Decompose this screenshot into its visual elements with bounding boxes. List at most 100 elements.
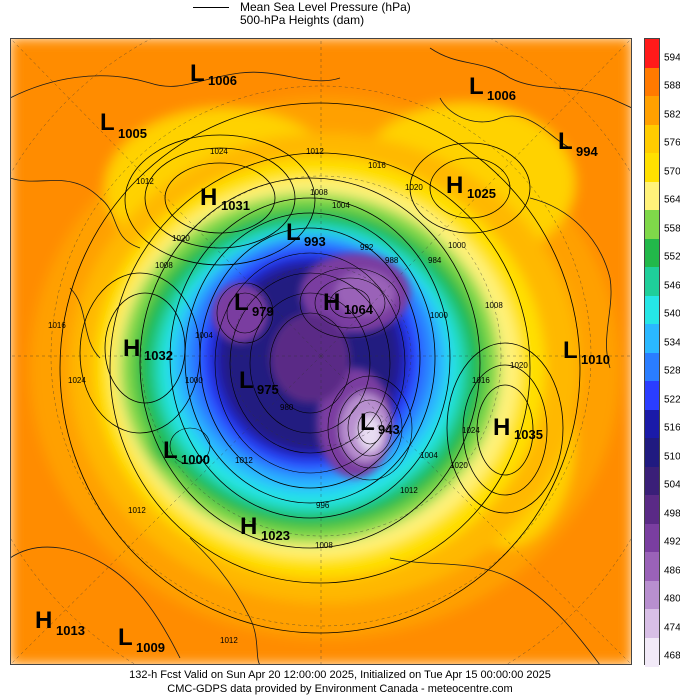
colorbar-tick-label: 474: [664, 622, 680, 634]
svg-text:L: L: [286, 219, 301, 246]
low-center: L 1009: [118, 624, 165, 655]
isobar-label: 1004: [420, 451, 438, 460]
isobar-label: 1024: [462, 426, 480, 435]
colorbar-tick-label: 480: [664, 593, 680, 605]
high-center: H 1025: [446, 172, 496, 201]
svg-text:943: 943: [378, 422, 400, 437]
svg-text:993: 993: [304, 234, 326, 249]
low-center: L 1006: [469, 73, 516, 103]
svg-text:H: H: [123, 335, 140, 362]
low-center: L 1010: [563, 337, 610, 367]
legend-heights-label: 500-hPa Heights (dam): [240, 13, 365, 27]
colorbar-tick-label: 594: [664, 52, 680, 64]
isobar-label: 984: [428, 256, 442, 265]
isobar-label: 1024: [210, 147, 228, 156]
colorbar-segment: [645, 295, 659, 325]
high-center: H 1013: [35, 607, 85, 638]
svg-text:L: L: [360, 409, 375, 436]
colorbar-segment: [645, 438, 659, 467]
pressure-systems: L 1006 L 1006 L 1005 L 994 H 1031 H 1025 L 993 …: [35, 60, 610, 655]
isobar-label: 1020: [405, 183, 423, 192]
colorbar-tick-label: 540: [664, 308, 680, 320]
colorbar-segment: [645, 609, 659, 638]
svg-text:L: L: [190, 60, 205, 87]
colorbar-segment: [645, 238, 659, 268]
isobar-label: 1012: [306, 147, 324, 156]
svg-text:1035: 1035: [514, 427, 543, 442]
colorbar-segment: [645, 324, 659, 353]
isobar-label: 1000: [185, 376, 203, 385]
isobar-label: 1008: [485, 301, 503, 310]
low-center: L 975: [239, 367, 279, 397]
isobar-label: 1012: [136, 177, 154, 186]
isobar-label: 1008: [315, 541, 333, 550]
isobar-label: 1012: [220, 636, 238, 645]
isobar-label: 1008: [310, 188, 328, 197]
legend-line-sample: [193, 7, 229, 8]
colorbar-segment: [645, 181, 659, 211]
isobar-label: 1000: [448, 241, 466, 250]
svg-text:L: L: [234, 289, 249, 316]
map-frame: [10, 38, 632, 665]
graticule: [10, 38, 632, 665]
colorbar-segment: [645, 637, 659, 667]
svg-text:1006: 1006: [487, 88, 516, 103]
isobar-label: 1012: [128, 506, 146, 515]
colorbar-segment: [645, 39, 659, 68]
isobar-label: 1008: [155, 261, 173, 270]
high-center: H 1032: [123, 335, 173, 363]
colorbar-segment: [645, 210, 659, 239]
isobar-label: 1016: [368, 161, 386, 170]
isobar-label: 1012: [235, 456, 253, 465]
svg-text:H: H: [200, 184, 217, 211]
svg-text:979: 979: [252, 304, 274, 319]
colorbar-tick-label: 504: [664, 479, 680, 491]
isobar-label: 992: [360, 243, 374, 252]
isobar-label: 1004: [332, 201, 350, 210]
svg-text:L: L: [118, 624, 133, 651]
colorbar-tick-label: 546: [664, 280, 680, 292]
svg-text:1064: 1064: [344, 302, 374, 317]
svg-text:H: H: [446, 172, 463, 199]
svg-text:H: H: [323, 289, 340, 316]
isobar-label: 1000: [430, 311, 448, 320]
isobar-label: 988: [385, 256, 399, 265]
isobar-label: 1016: [472, 376, 490, 385]
colorbar-tick-label: 570: [664, 166, 680, 178]
isobar-label: 1020: [450, 461, 468, 470]
svg-text:975: 975: [257, 382, 279, 397]
high-center: H 1031: [200, 184, 250, 213]
high-center: H 1064: [323, 289, 374, 317]
svg-text:L: L: [563, 337, 578, 364]
colorbar-segment: [645, 580, 659, 610]
svg-text:H: H: [35, 607, 52, 634]
low-center: L 979: [234, 289, 274, 319]
isobars: [59, 102, 581, 634]
svg-text:L: L: [469, 73, 484, 100]
colorbar-tick-label: 486: [664, 565, 680, 577]
isobar-label: 1020: [172, 234, 190, 243]
low-center: L 993: [286, 219, 326, 249]
svg-text:1032: 1032: [144, 348, 173, 363]
colorbar-tick-label: 522: [664, 394, 680, 406]
svg-text:1006: 1006: [208, 73, 237, 88]
legend: Mean Sea Level Pressure (hPa) 500-hPa He…: [0, 0, 680, 38]
colorbar-tick-label: 510: [664, 451, 680, 463]
svg-text:L: L: [100, 109, 115, 136]
svg-text:1005: 1005: [118, 126, 147, 141]
svg-text:994: 994: [576, 144, 598, 159]
colorbar-segment: [645, 523, 659, 553]
colorbar-tick-label: 552: [664, 251, 680, 263]
isobar-label: 1004: [195, 331, 213, 340]
colorbar-tick-label: 534: [664, 337, 680, 349]
svg-text:1013: 1013: [56, 623, 85, 638]
low-center: L 943: [360, 409, 400, 437]
weather-map: 1024 1012 1012 1016 1020 1020 1008 1008 …: [10, 38, 632, 665]
svg-text:1010: 1010: [581, 352, 610, 367]
svg-text:1000: 1000: [181, 452, 210, 467]
colorbar-segment: [645, 409, 659, 439]
footer: 132-h Fcst Valid on Sun Apr 20 12:00:00 …: [0, 668, 680, 696]
low-center: L 1000: [163, 437, 210, 467]
colorbar-segment: [645, 153, 659, 182]
colorbar-tick-label: 492: [664, 536, 680, 548]
